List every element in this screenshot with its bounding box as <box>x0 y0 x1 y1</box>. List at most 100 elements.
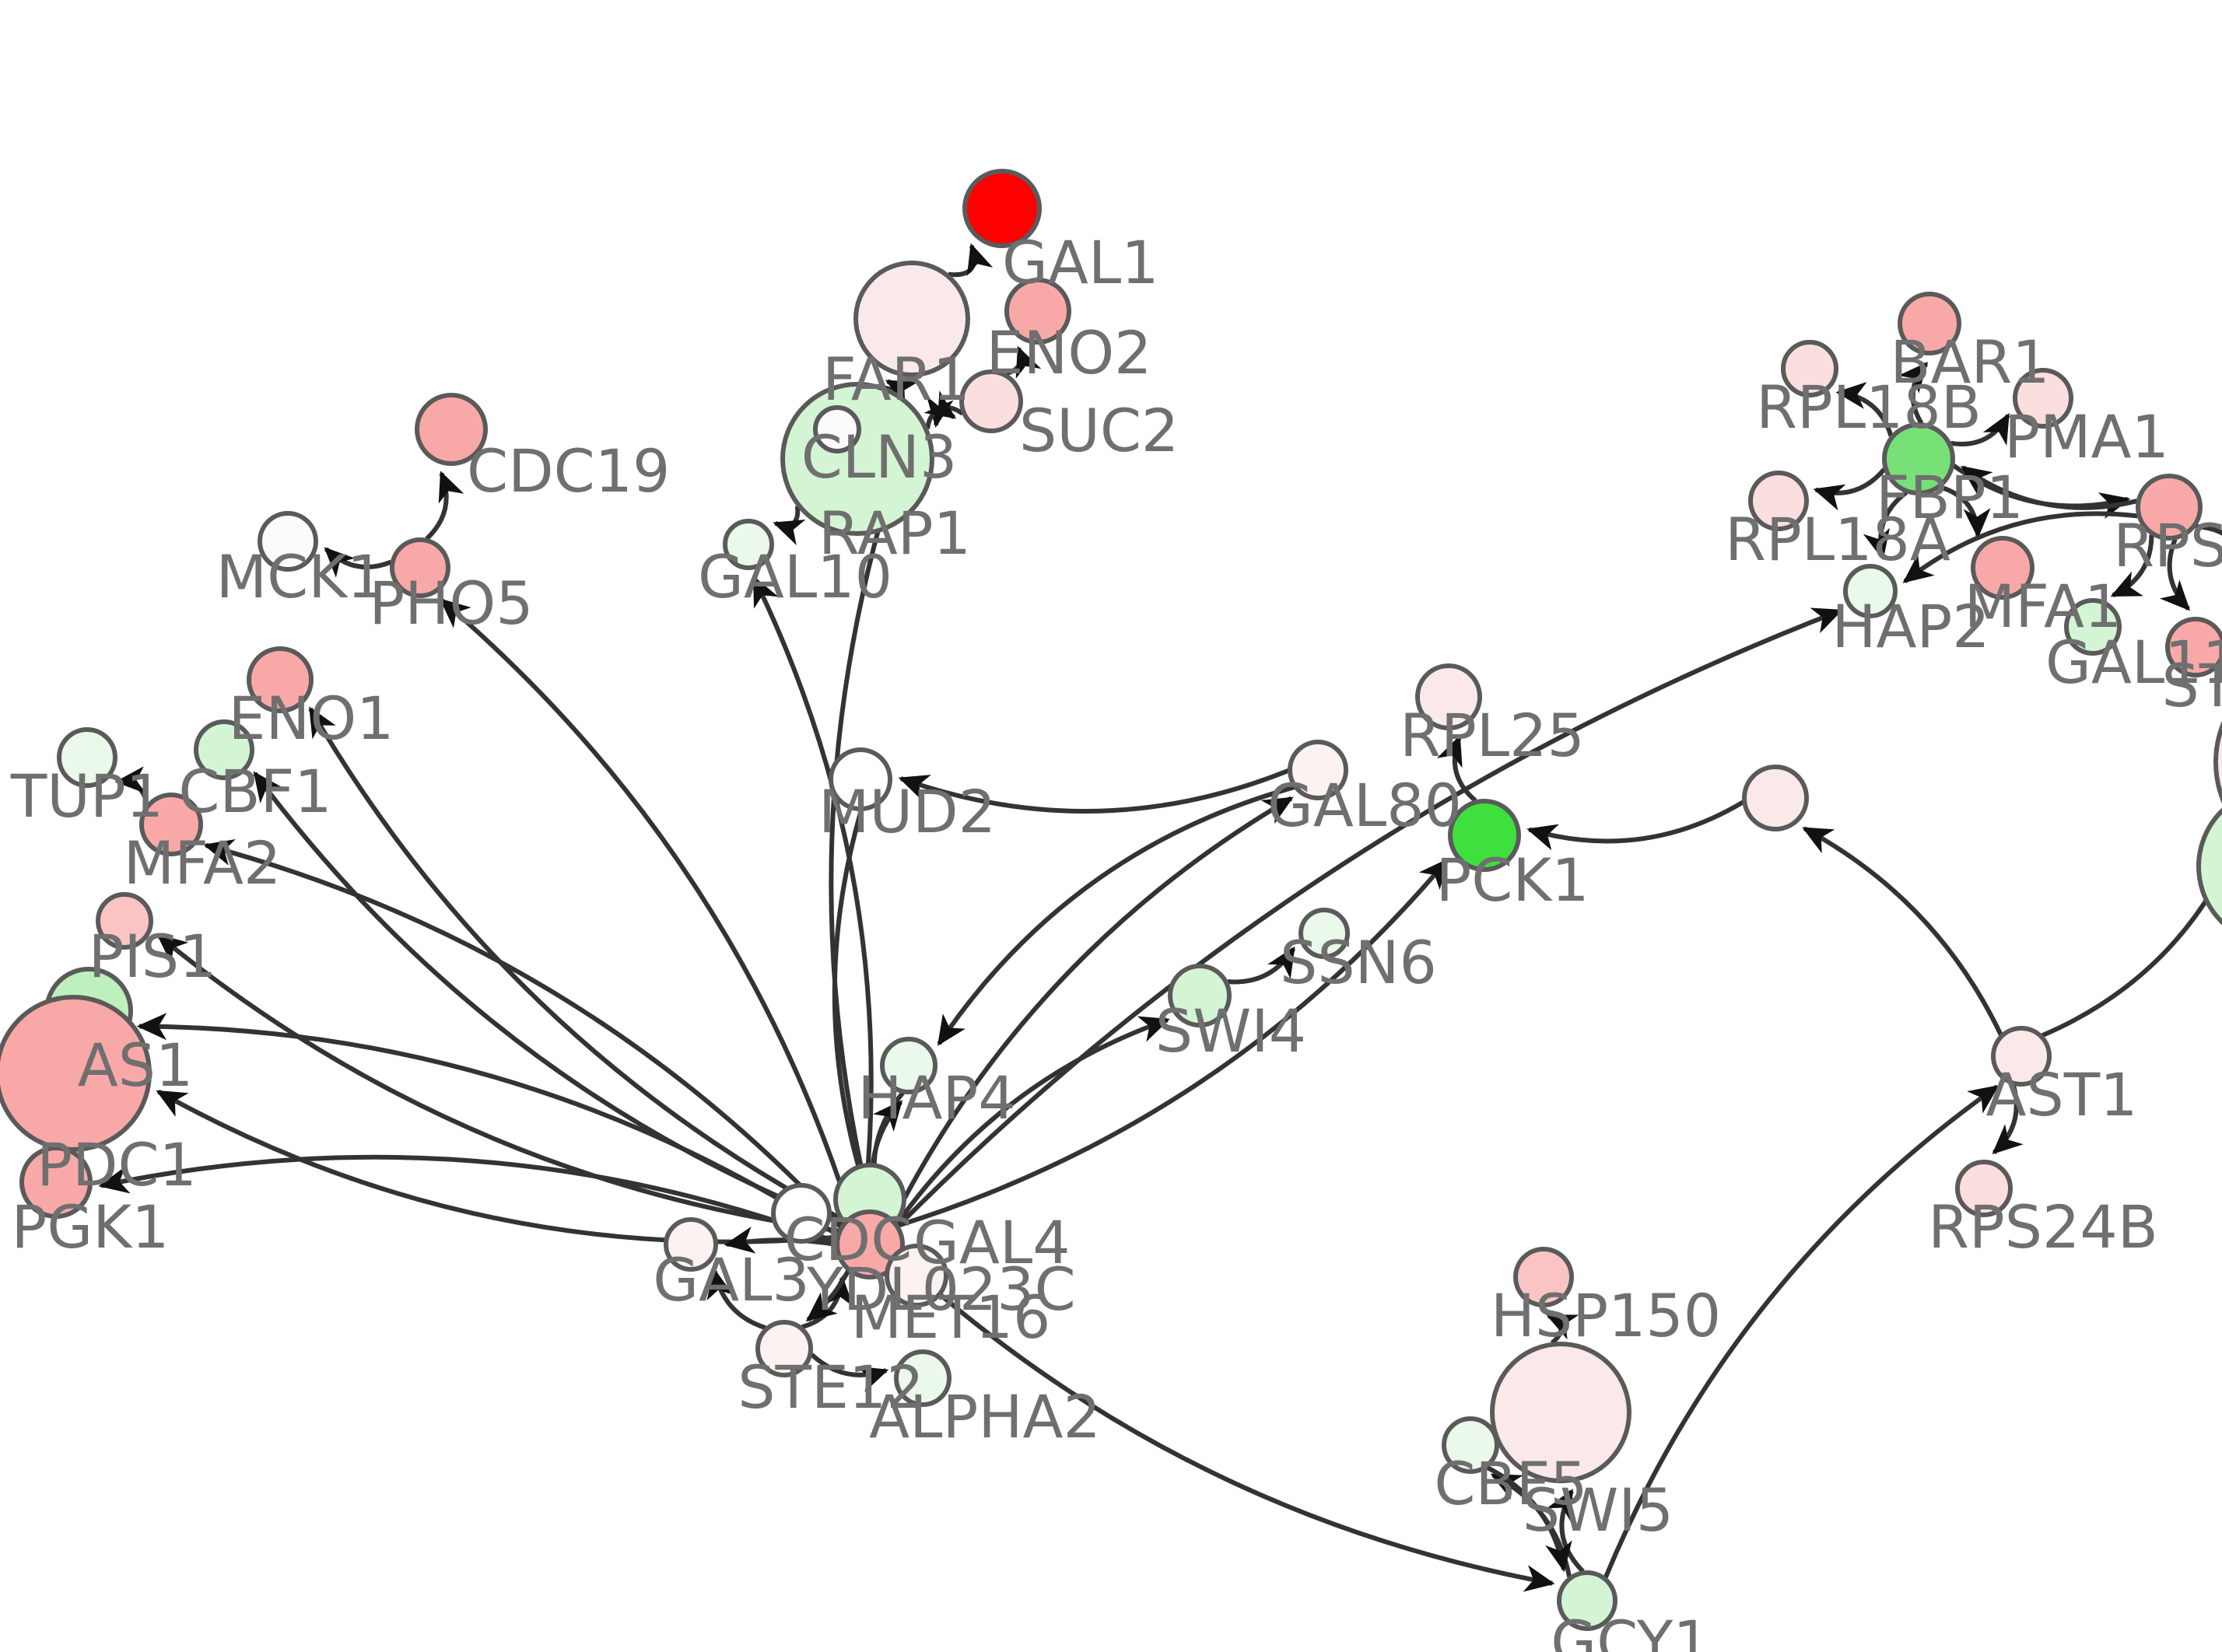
node-alpha2[interactable] <box>894 1349 952 1407</box>
edge-PHO5-to-MCK1 <box>324 547 392 578</box>
node-label-cbf5: CBF5 <box>1434 1449 1587 1518</box>
node-ssn6[interactable] <box>1299 908 1350 959</box>
edge-GAL4-to-GCY1 <box>899 1258 1555 1592</box>
edge-GAL4-to-PCK1 <box>897 858 1449 1228</box>
node-pma1[interactable] <box>2013 368 2073 429</box>
node-fbp1[interactable] <box>1882 422 1955 495</box>
node-hap4[interactable] <box>880 1037 938 1094</box>
edge-FBP1-to-MFA1 <box>1940 485 1991 539</box>
node-pck1[interactable] <box>1448 799 1521 872</box>
node-ast1_src[interactable] <box>1742 765 1809 831</box>
node-tup1[interactable] <box>57 727 117 788</box>
node-gal10[interactable] <box>723 519 774 570</box>
node-gal80[interactable] <box>1288 740 1348 800</box>
node-label-hap2: HAP2 <box>1831 592 1989 661</box>
node-label-rap1: RAP1 <box>818 499 971 568</box>
edge-GAL4-to-HAP2 <box>896 607 1843 1228</box>
edge-AST1-to-RPS24B <box>1992 1083 2024 1155</box>
node-rps17a[interactable] <box>2136 474 2203 541</box>
node-label-mck1: MCK1 <box>216 542 385 611</box>
node-pdc1[interactable] <box>0 995 152 1152</box>
node-mfa1[interactable] <box>1971 536 2034 600</box>
node-label-gal10: GAL10 <box>698 542 892 611</box>
node-rps24b[interactable] <box>1955 1160 2013 1217</box>
edge-GAL4-to-MFA2 <box>203 838 843 1229</box>
edge-RPS17A-to-HAP2 <box>1902 511 2138 583</box>
node-gal3[interactable] <box>664 1217 718 1272</box>
edge-SUC2-to-ENO2 <box>1004 345 1042 379</box>
node-label-ast1: AST1 <box>1985 1060 2137 1129</box>
edge-GAL4-to-ENO1 <box>308 706 846 1223</box>
edge-MFA2-to-TUP1 <box>114 766 149 806</box>
node-gcy1[interactable] <box>1557 1570 1617 1631</box>
edge-GCY1-to-SWI5 <box>1546 1488 1585 1573</box>
node-pis1[interactable] <box>96 892 153 950</box>
edge-PCK1-to-RPL25 <box>1436 735 1477 803</box>
node-label-far1: FAR1 <box>822 345 970 414</box>
node-mfa2[interactable] <box>139 793 203 856</box>
edge-GCY1-to-AST1 <box>1603 1084 1999 1579</box>
node-gal4[interactable] <box>835 1209 905 1279</box>
node-label-eno2: ENO2 <box>986 318 1151 387</box>
node-cbf5[interactable] <box>1442 1416 1499 1474</box>
node-label-ydl023c: YDL023C <box>806 1255 1075 1324</box>
node-hap2[interactable] <box>1843 564 1898 618</box>
edge-GAL4-to-GAL3 <box>724 1227 836 1254</box>
node-eno1[interactable] <box>247 646 314 713</box>
node-swi5[interactable] <box>1490 1342 1631 1483</box>
edge-AST1-to-MCM1 <box>2041 839 2222 1038</box>
node-swi4[interactable] <box>1168 964 1232 1027</box>
node-rpl18a[interactable] <box>1748 471 1809 531</box>
edge-RPS17A-to-GAL11 <box>2110 534 2154 598</box>
node-hsp150[interactable] <box>1513 1247 1574 1307</box>
edge-MUD2-to-GAL4 <box>832 810 874 1204</box>
edge-GAL4-to-GAS1 <box>136 1013 839 1237</box>
node-label-ssn6: SSN6 <box>1280 928 1437 997</box>
node-mcm1[interactable] <box>2213 660 2222 865</box>
node-gal1[interactable] <box>962 169 1042 248</box>
node-label-pma1: PMA1 <box>2004 402 2169 471</box>
node-gal11[interactable] <box>2064 598 2122 656</box>
edge-AST1-to-AST1_src <box>1802 826 2003 1036</box>
node-cbf1[interactable] <box>194 719 254 780</box>
node-label-ste12: STE12 <box>738 1353 923 1422</box>
node-bar1[interactable] <box>1898 292 1961 355</box>
node-ast1[interactable] <box>1991 1026 2052 1087</box>
node-rpl25[interactable] <box>1415 663 1482 730</box>
node-label-gal11: GAL11 <box>2045 628 2222 697</box>
node-label-ste2: STE2 <box>2161 651 2222 720</box>
edge-GAL4-to-PHO5 <box>440 598 853 1217</box>
edge-FBP1-to-BAR1 <box>1898 362 1929 425</box>
node-far1[interactable] <box>853 261 970 377</box>
edge-STE12-to-ALPHA2 <box>810 1353 889 1392</box>
node-label-pdc1: PDC1 <box>37 1130 197 1199</box>
node-label-gas1: AS1 <box>78 1031 194 1100</box>
node-cln3_inner[interactable] <box>813 405 861 453</box>
node-cdc[interactable] <box>771 1183 832 1244</box>
node-pho5[interactable] <box>390 537 450 598</box>
node-label-gal3: GAL3 <box>653 1245 810 1314</box>
node-mud2[interactable] <box>829 747 892 811</box>
node-ydl023c[interactable] <box>885 1244 948 1307</box>
node-eno2[interactable] <box>1004 278 1071 345</box>
node-label-rpl25: RPL25 <box>1400 701 1585 770</box>
node-ste2[interactable] <box>2165 617 2222 677</box>
node-label-eno1: ENO1 <box>228 684 394 753</box>
node-label-tup1: TUP1 <box>10 761 163 831</box>
node-rpl18b[interactable] <box>1781 340 1838 397</box>
node-label-rpl18b: RPL18B <box>1756 373 1982 442</box>
node-label-met16: MET16 <box>851 1283 1051 1352</box>
edge-PHO5-to-CDC19 <box>425 471 464 541</box>
node-cdc19[interactable] <box>415 393 488 466</box>
node-suc2[interactable] <box>959 369 1023 433</box>
node-label-pho5: PHO5 <box>369 569 533 638</box>
edge-SWI4-to-SSN6 <box>1227 946 1296 985</box>
node-mck1[interactable] <box>258 511 318 572</box>
node-pgk1[interactable] <box>19 1146 93 1219</box>
edge-GAL80-to-MUD2 <box>898 768 1290 814</box>
node-mig1[interactable] <box>2196 789 2222 944</box>
node-ste12[interactable] <box>755 1320 813 1377</box>
edge-RPS17A-to-FBP1 <box>1961 465 2138 510</box>
node-label-gal4: GAL4 <box>913 1208 1071 1277</box>
